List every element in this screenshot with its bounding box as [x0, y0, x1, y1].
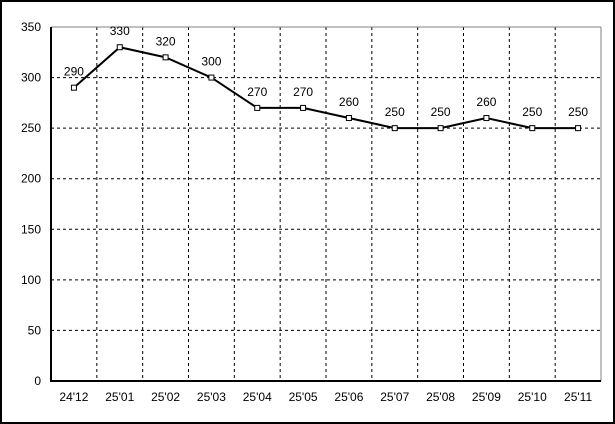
data-point-label: 320 [156, 34, 176, 48]
data-point-label: 250 [568, 105, 588, 119]
x-axis-tick-label: 25'04 [243, 390, 272, 404]
data-point-marker [70, 84, 77, 91]
y-axis-tick-label: 100 [21, 273, 41, 287]
x-axis-tick-label: 25'05 [289, 390, 318, 404]
y-axis-tick-label: 0 [34, 374, 41, 388]
data-point-marker [529, 125, 536, 132]
data-point-label: 290 [64, 65, 84, 79]
x-axis-tick-label: 25'10 [518, 390, 547, 404]
x-axis-tick-label: 25'08 [426, 390, 455, 404]
data-point-marker [254, 104, 261, 111]
data-point-label: 270 [293, 85, 313, 99]
data-point-marker [162, 54, 169, 61]
data-point-label: 250 [385, 105, 405, 119]
y-axis-tick-label: 300 [21, 71, 41, 85]
y-axis-tick-label: 200 [21, 172, 41, 186]
y-axis-tick-label: 50 [28, 323, 42, 337]
data-point-marker [437, 125, 444, 132]
data-point-label: 270 [247, 85, 267, 99]
series-line [73, 46, 579, 130]
data-point-marker [575, 125, 582, 132]
data-point-label: 260 [476, 95, 496, 109]
data-point-label: 260 [339, 95, 359, 109]
y-axis-tick-label: 250 [21, 121, 41, 135]
data-point-label: 300 [201, 55, 221, 69]
x-axis-tick-label: 25'03 [197, 390, 226, 404]
x-axis-tick-label: 25'11 [564, 390, 592, 404]
data-point-label: 250 [522, 105, 542, 119]
y-axis-tick-label: 350 [21, 20, 41, 34]
data-point-marker [483, 115, 490, 122]
data-point-marker [300, 104, 307, 111]
y-axis-tick-label: 150 [21, 222, 41, 236]
data-point-marker [345, 115, 352, 122]
x-axis-tick-label: 25'01 [105, 390, 134, 404]
x-axis-tick-label: 25'02 [151, 390, 180, 404]
data-point-marker [208, 74, 215, 81]
x-axis-tick-label: 24'12 [59, 390, 88, 404]
data-point-label: 330 [110, 24, 130, 38]
data-point-label: 250 [431, 105, 451, 119]
x-axis-tick-label: 25'06 [334, 390, 363, 404]
data-point-marker [391, 125, 398, 132]
x-axis-tick-label: 25'09 [472, 390, 501, 404]
x-axis-tick-label: 25'07 [380, 390, 409, 404]
data-point-marker [116, 44, 123, 51]
